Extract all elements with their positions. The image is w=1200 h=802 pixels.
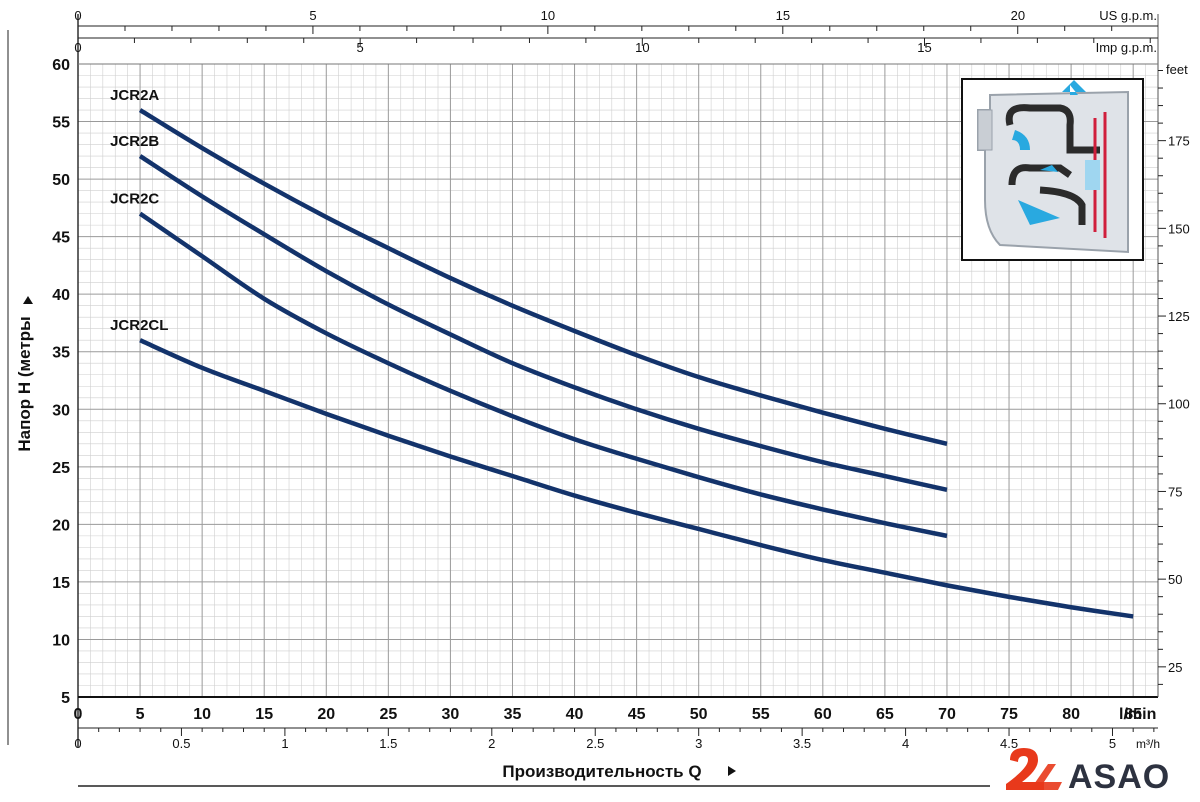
imp-gpm-label: Imp g.p.m. (1096, 40, 1157, 55)
us-gpm-tick-label: 20 (1011, 8, 1025, 23)
asao-logo (1000, 742, 1200, 797)
series-line-jcr2cl (139, 338, 1134, 619)
series-line-jcr2c (138, 211, 948, 539)
y-tick-label: 60 (52, 57, 70, 74)
y-axis-title: Напор H (метры (15, 316, 34, 451)
x-tick-label: 35 (504, 706, 522, 723)
y-tick-label: 10 (52, 632, 70, 649)
series-line-jcr2a (138, 108, 948, 446)
feet-tick-label: 25 (1168, 660, 1182, 675)
y-tick-label: 15 (52, 575, 70, 592)
feet-tick-label: 175 (1168, 134, 1190, 149)
x-tick-label: 70 (938, 706, 956, 723)
x-axis-arrow-icon (728, 766, 736, 776)
y-tick-label: 20 (52, 517, 70, 534)
m3h-tick-label: 1 (281, 736, 288, 751)
x-tick-label: 75 (1000, 706, 1018, 723)
x-tick-label: 0 (74, 706, 83, 723)
feet-label: feet (1166, 62, 1188, 77)
logo-mark-icon (1006, 748, 1062, 790)
y-tick-label: 55 (52, 115, 70, 132)
series-label-jcr2c: JCR2C (110, 191, 159, 208)
x-tick-label: 45 (628, 706, 646, 723)
y-tick-label: 30 (52, 402, 70, 419)
x-tick-label: 20 (317, 706, 335, 723)
x-tick-label: 15 (255, 706, 273, 723)
x-tick-label: 55 (752, 706, 770, 723)
feet-tick-label: 100 (1168, 397, 1190, 412)
x-tick-label: 40 (566, 706, 584, 723)
x-tick-label: 25 (379, 706, 397, 723)
imp-gpm-tick-label: 0 (74, 40, 81, 55)
m3h-tick-label: 2 (488, 736, 495, 751)
x-tick-label: 60 (814, 706, 832, 723)
series-label-jcr2a: JCR2A (110, 87, 159, 104)
imp-gpm-tick-label: 15 (917, 40, 931, 55)
us-gpm-tick-label: 15 (776, 8, 790, 23)
us-gpm-tick-label: 0 (74, 8, 81, 23)
series-label-jcr2cl: JCR2CL (110, 317, 168, 334)
feet-tick-label: 150 (1168, 221, 1190, 236)
m3h-tick-label: 2.5 (586, 736, 604, 751)
us-gpm-label: US g.p.m. (1099, 8, 1157, 23)
y-tick-label: 40 (52, 287, 70, 304)
m3h-tick-label: 4.5 (1000, 736, 1018, 751)
x-tick-label: 50 (690, 706, 708, 723)
series-label-jcr2b: JCR2B (110, 133, 159, 150)
x-axis-title: Производительность Q (502, 762, 701, 781)
m3h-tick-label: 0 (74, 736, 81, 751)
m3h-tick-label: 5 (1109, 736, 1116, 751)
x-tick-label: 80 (1062, 706, 1080, 723)
m3h-tick-label: 3.5 (793, 736, 811, 751)
y-tick-label: 35 (52, 345, 70, 362)
us-gpm-tick-label: 5 (309, 8, 316, 23)
y-tick-label: 50 (52, 172, 70, 189)
m3h-tick-label: 1.5 (379, 736, 397, 751)
x-tick-label: 30 (442, 706, 460, 723)
m3h-label: m³/h (1136, 737, 1160, 751)
series-line-jcr2b (138, 154, 948, 493)
x-tick-label: 85 (1124, 706, 1142, 723)
us-gpm-tick-label: 10 (541, 8, 555, 23)
y-axis-arrow-icon (23, 296, 33, 304)
imp-gpm-tick-label: 5 (357, 40, 364, 55)
m3h-tick-label: 0.5 (172, 736, 190, 751)
y-tick-label: 25 (52, 460, 70, 477)
logo-text: ASAO (1068, 758, 1171, 796)
x-tick-label: 10 (193, 706, 211, 723)
y-tick-label: 5 (61, 690, 70, 707)
pump-cross-section-icon (961, 78, 1144, 261)
feet-tick-label: 75 (1168, 484, 1182, 499)
feet-tick-label: 125 (1168, 309, 1190, 324)
y-tick-label: 45 (52, 230, 70, 247)
x-tick-label: 5 (136, 706, 145, 723)
m3h-tick-label: 4 (902, 736, 909, 751)
imp-gpm-tick-label: 10 (635, 40, 649, 55)
m3h-tick-label: 3 (695, 736, 702, 751)
feet-tick-label: 50 (1168, 572, 1182, 587)
x-tick-label: 65 (876, 706, 894, 723)
x-unit-label: l/min (1119, 706, 1156, 723)
